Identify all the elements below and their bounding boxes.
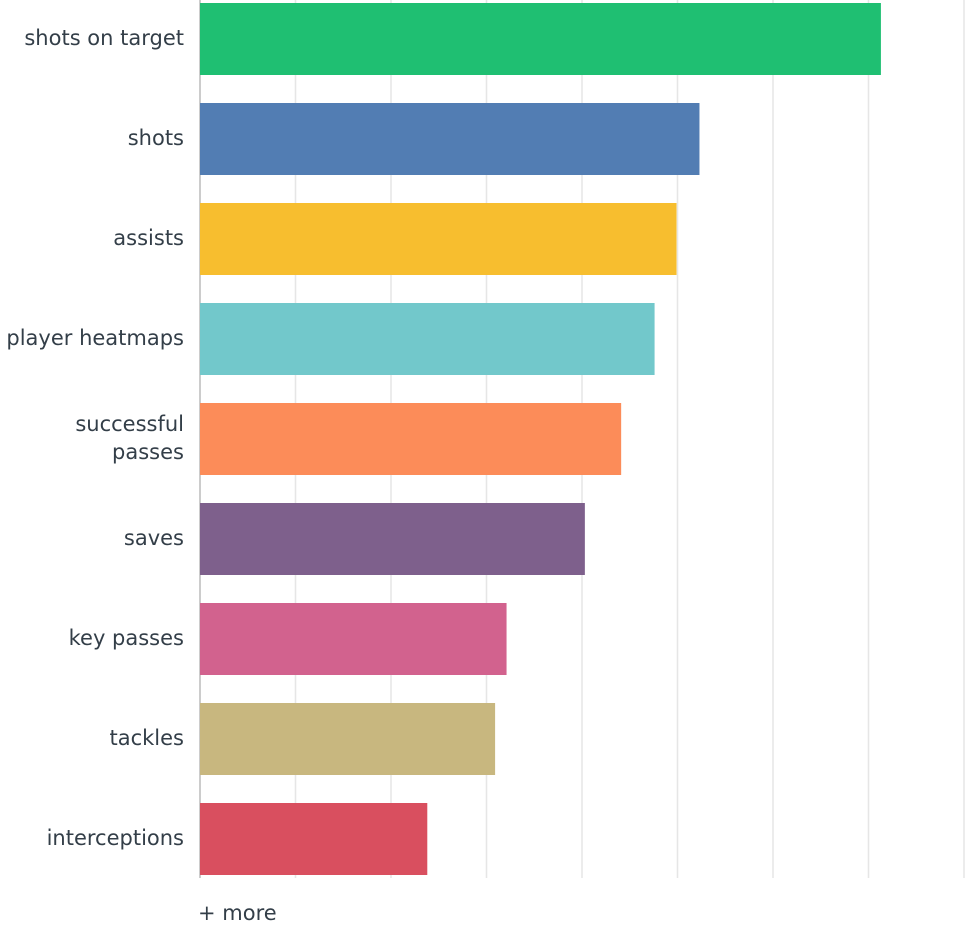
y-tick-label: player heatmaps xyxy=(6,326,184,350)
y-tick-label: interceptions xyxy=(47,826,184,850)
bar xyxy=(200,203,677,275)
y-tick-label: saves xyxy=(124,526,184,550)
bar xyxy=(200,103,700,175)
bar xyxy=(200,303,655,375)
y-tick-label: successful passes xyxy=(75,412,184,464)
y-tick-label: key passes xyxy=(69,626,184,650)
more-button[interactable]: + more xyxy=(198,901,277,925)
y-tick-label: shots xyxy=(128,126,184,150)
bar xyxy=(200,803,428,875)
bar xyxy=(200,603,507,675)
y-tick-label: shots on target xyxy=(24,26,184,50)
bar xyxy=(200,703,496,775)
bar xyxy=(200,3,881,75)
bar xyxy=(200,503,585,575)
y-tick-label: assists xyxy=(113,226,184,250)
y-tick-label: tackles xyxy=(109,726,184,750)
bar xyxy=(200,403,622,475)
